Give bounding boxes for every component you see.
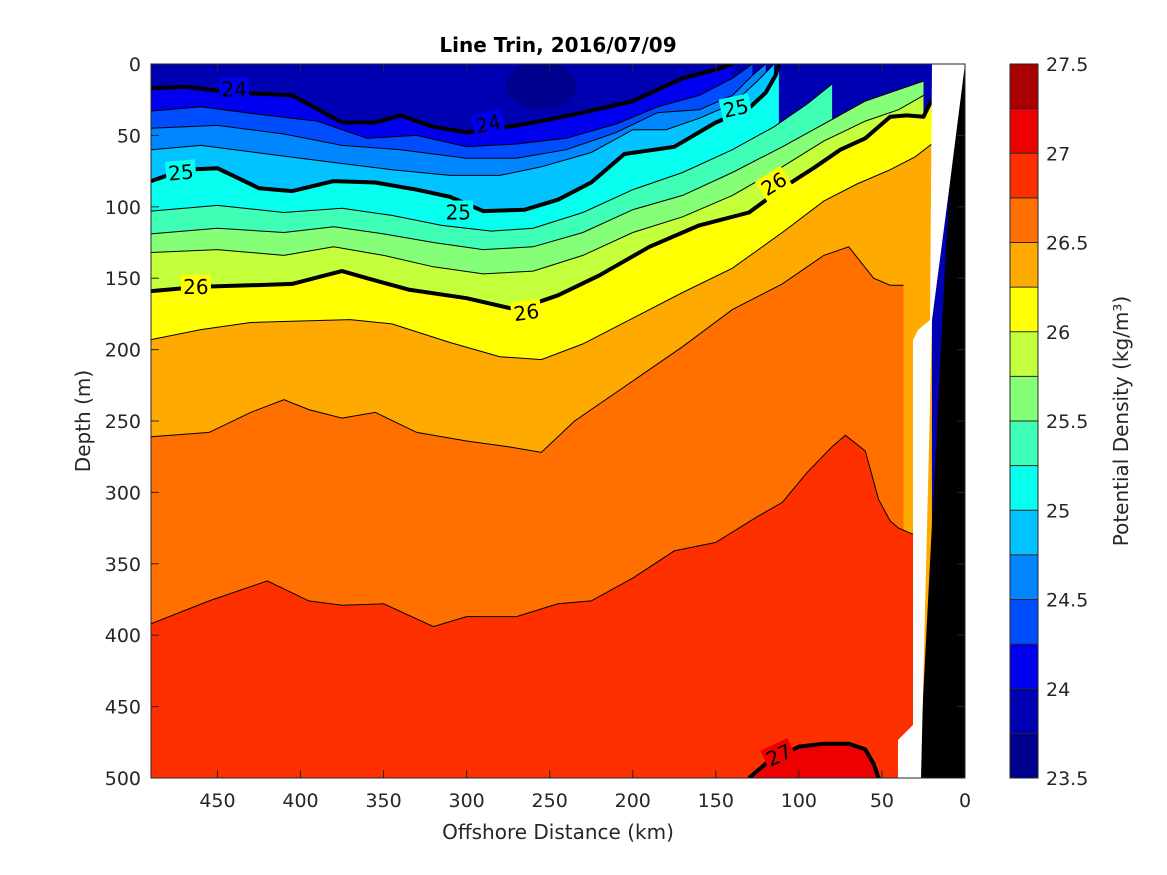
y-tick-label: 150	[105, 268, 141, 290]
contour-label-text: 26	[512, 299, 541, 326]
x-tick-label: 250	[532, 790, 568, 812]
x-tick-label: 0	[959, 790, 971, 812]
y-tick-label: 0	[129, 54, 141, 76]
contour-label-bg	[718, 93, 753, 124]
colorbar-swatch	[1010, 108, 1038, 154]
y-tick-label: 450	[105, 697, 141, 719]
x-tick-label: 100	[781, 790, 817, 812]
contour-label: 24	[219, 77, 250, 102]
contour-line	[151, 64, 767, 159]
contour-line	[151, 94, 924, 275]
x-tick-label: 450	[199, 790, 235, 812]
contour-label-text: 25	[446, 201, 471, 225]
colorbar-tick-label: 25.5	[1046, 411, 1088, 433]
contour-line	[151, 80, 924, 251]
y-tick-label: 500	[105, 768, 141, 790]
contour-line	[151, 98, 934, 312]
contour-label-bg	[443, 200, 474, 225]
contour-line	[151, 83, 833, 232]
colorbar-tick-label: 23.5	[1046, 768, 1088, 790]
contour-label-text: 24	[473, 110, 503, 139]
colorbar-swatch	[1010, 197, 1038, 243]
y-tick-label: 350	[105, 554, 141, 576]
contour-label-bg	[180, 274, 211, 299]
x-tick-label: 300	[448, 790, 484, 812]
y-tick-label: 250	[105, 411, 141, 433]
colorbar-swatch	[1010, 688, 1038, 734]
contour-label-bg	[509, 298, 543, 327]
y-tick-label: 300	[105, 482, 141, 504]
band-min-core	[506, 64, 577, 110]
contour-label-bg	[471, 109, 506, 139]
colorbar-swatch	[1010, 64, 1038, 109]
contour-label-text: 25	[167, 159, 194, 185]
contour-line	[151, 143, 933, 361]
colorbar-swatch	[1010, 644, 1038, 689]
y-tick-label: 50	[117, 125, 141, 147]
contour-label: 25	[443, 200, 474, 225]
x-axis-title: Offshore Distance (km)	[442, 820, 674, 844]
y-tick-label: 200	[105, 340, 141, 362]
colorbar-swatch	[1010, 376, 1038, 421]
contour-label: 24	[471, 109, 506, 139]
contour-label-bg	[760, 737, 798, 773]
y-axis: 0 50 100 150 200 250 300 350 400 450 500	[105, 54, 965, 790]
colorbar-swatch	[1010, 153, 1038, 198]
contour-line	[151, 64, 753, 148]
contour-label: 25	[718, 93, 753, 124]
contour-label-bg	[164, 159, 197, 186]
no-data-region	[898, 64, 965, 778]
contour-label: 26	[509, 298, 543, 327]
x-tick-label: 350	[365, 790, 401, 812]
colorbar-swatch	[1010, 554, 1038, 600]
contour-line	[151, 434, 916, 628]
colorbar: 23.5 24 24.5 25 25.5 26 26.5 27 27.5	[1009, 54, 1088, 790]
contour-label-text: 24	[221, 78, 246, 102]
y-tick-label: 400	[105, 625, 141, 647]
colorbar-title: Potential Density (kg/m³)	[1109, 296, 1133, 547]
density-band	[749, 743, 879, 778]
colorbar-swatch	[1010, 287, 1038, 332]
colorbar-tick-label: 24.5	[1046, 590, 1088, 612]
colorbar-tick-label: 27	[1046, 143, 1070, 165]
colorbar-tick-label: 24	[1046, 679, 1070, 701]
x-axis: 450 400 350 300 250 200 150 100 50 0	[199, 64, 971, 812]
colorbar-tick-label: 26.5	[1046, 233, 1088, 255]
contour-label: 25	[164, 159, 197, 186]
y-axis-title: Depth (m)	[71, 370, 95, 472]
bathymetry-fill	[919, 64, 965, 778]
contour-label-bg	[754, 165, 794, 203]
contour-line	[151, 246, 904, 453]
colorbar-tick-label: 27.5	[1046, 54, 1088, 76]
density-band	[151, 435, 916, 778]
colorbar-swatch	[1010, 599, 1038, 645]
contour-label-text: 26	[183, 275, 208, 299]
colorbar-swatch	[1010, 733, 1038, 778]
colorbar-swatch	[1010, 510, 1038, 555]
x-tick-label: 200	[615, 790, 651, 812]
contour-label-bg	[219, 77, 250, 102]
contour-line	[151, 64, 734, 135]
colorbar-swatch	[1010, 465, 1038, 511]
density-bands	[151, 64, 965, 778]
colorbar-swatch	[1010, 242, 1038, 288]
colorbar-swatch	[1010, 421, 1038, 466]
colorbar-tick-label: 26	[1046, 322, 1070, 344]
colorbar-tick-label: 25	[1046, 500, 1070, 522]
x-tick-label: 150	[698, 790, 734, 812]
x-tick-label: 50	[870, 790, 894, 812]
colorbar-swatch	[1010, 331, 1038, 377]
chart-title: Line Trin, 2016/07/09	[439, 33, 676, 57]
x-tick-label: 400	[282, 790, 318, 812]
y-tick-label: 100	[105, 197, 141, 219]
contour-label-text: 25	[721, 94, 751, 123]
contour-label: 26	[180, 274, 211, 299]
